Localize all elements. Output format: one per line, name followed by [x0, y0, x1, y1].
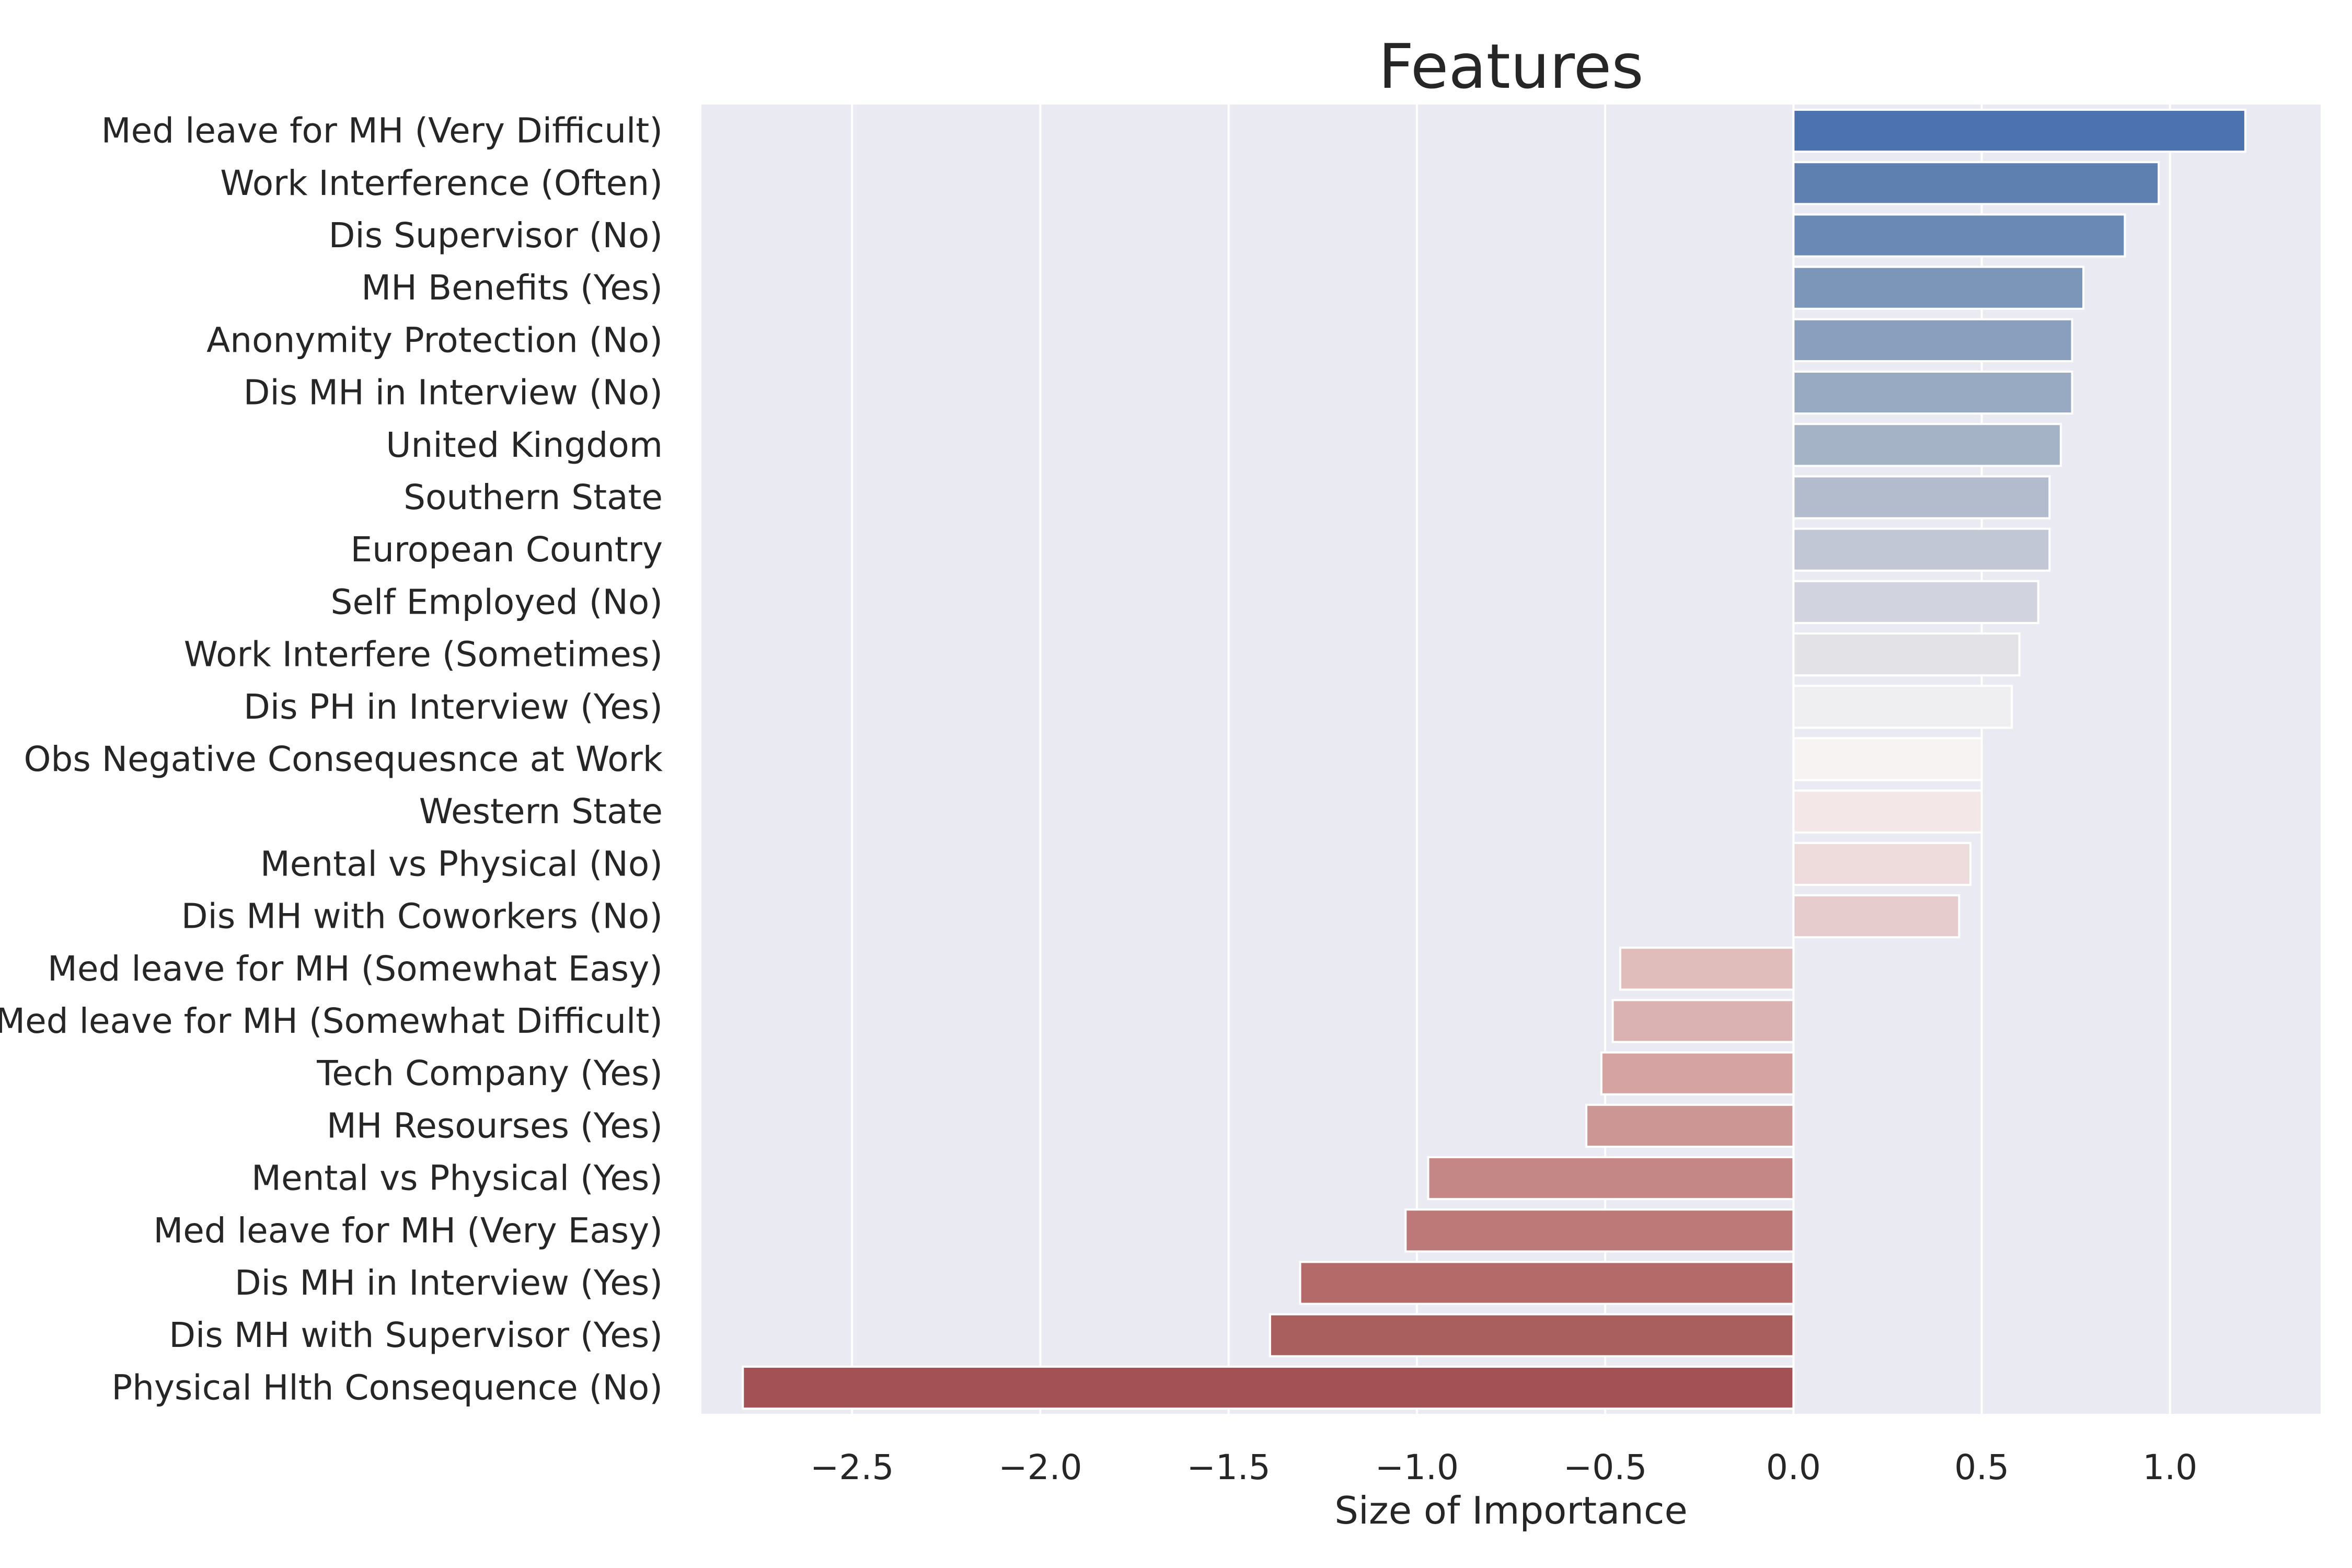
bar [1404, 1208, 1795, 1253]
bar [1792, 423, 2062, 467]
bar [1792, 632, 2021, 677]
bar [1792, 737, 1983, 781]
bar [1792, 109, 2246, 153]
bar [1792, 580, 2039, 624]
y-tick-label: Dis Supervisor (No) [329, 215, 663, 256]
x-tick-label: 0.5 [1954, 1447, 2009, 1488]
y-tick-label: Self Employed (No) [331, 582, 663, 622]
y-tick-label: Mental vs Physical (Yes) [251, 1158, 663, 1198]
y-tick-label: Med leave for MH (Very Easy) [153, 1210, 663, 1251]
y-tick-label: Dis MH in Interview (No) [244, 373, 663, 413]
y-tick-label: United Kingdom [386, 425, 663, 465]
x-tick-labels: −2.5 −2.0 −1.5 −1.0 −0.5 0.0 0.5 1.0 [810, 1447, 2197, 1488]
y-tick-label: Obs Negative Consequesnce at Work [24, 739, 663, 779]
y-tick-label: European Country [350, 529, 663, 570]
y-tick-label: Med leave for MH (Somewhat Difficult) [0, 1001, 663, 1041]
bar [1792, 527, 2051, 572]
y-tick-label: Dis PH in Interview (Yes) [244, 687, 663, 727]
bar [1611, 999, 1795, 1043]
y-tick-labels: Med leave for MH (Very Difficult) Work In… [0, 111, 663, 1408]
y-tick-label: Dis MH with Supervisor (Yes) [169, 1315, 663, 1355]
bar [1427, 1156, 1795, 1201]
bar [1792, 371, 2073, 415]
y-tick-label: Med leave for MH (Very Difficult) [101, 111, 663, 151]
x-tick-label: −2.0 [998, 1447, 1082, 1488]
y-tick-label: Southern State [403, 477, 663, 517]
bar [1792, 266, 2085, 310]
x-tick-label: −0.5 [1563, 1447, 1647, 1488]
bar [1792, 318, 2073, 362]
x-tick-label: 1.0 [2142, 1447, 2197, 1488]
y-tick-label: Mental vs Physical (No) [260, 844, 663, 884]
y-tick-label: MH Benefits (Yes) [361, 268, 663, 308]
x-tick-label: −2.5 [810, 1447, 894, 1488]
chart-title: Features [1378, 30, 1643, 102]
bar [1792, 475, 2051, 520]
bar [1792, 213, 2126, 258]
bar [1600, 1051, 1795, 1096]
y-tick-label: Med leave for MH (Somewhat Easy) [48, 949, 663, 989]
bar [1792, 789, 1983, 834]
y-tick-label: Dis MH in Interview (Yes) [235, 1263, 663, 1303]
x-tick-label: −1.5 [1187, 1447, 1271, 1488]
y-tick-label: Anonymity Protection (No) [206, 320, 663, 360]
bar [1792, 841, 1971, 886]
y-tick-label: Work Interfere (Sometimes) [184, 635, 663, 675]
bar [1792, 685, 2013, 729]
y-tick-label: Western State [419, 791, 663, 832]
bar [1269, 1313, 1795, 1357]
y-tick-label: Work Interference (Often) [220, 163, 663, 203]
x-tick-label: −1.0 [1375, 1447, 1459, 1488]
bar [1585, 1103, 1795, 1148]
y-tick-label: Dis MH with Coworkers (No) [181, 896, 663, 937]
bar [1619, 947, 1795, 991]
bar [1792, 161, 2160, 205]
x-axis-label: Size of Importance [1334, 1489, 1688, 1532]
bar [1299, 1261, 1795, 1305]
bar [742, 1365, 1795, 1410]
bars [742, 109, 2246, 1410]
y-tick-label: MH Resourses (Yes) [327, 1105, 663, 1146]
y-tick-label: Physical Hlth Consequence (No) [111, 1367, 663, 1408]
x-tick-label: 0.0 [1766, 1447, 1821, 1488]
y-tick-label: Tech Company (Yes) [316, 1053, 663, 1093]
bar [1792, 894, 1961, 939]
